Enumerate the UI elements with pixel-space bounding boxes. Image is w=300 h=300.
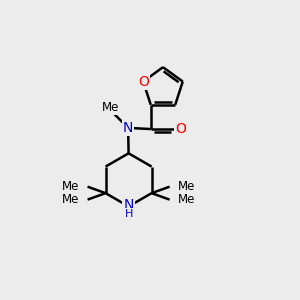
Text: O: O	[175, 122, 186, 136]
Text: O: O	[138, 75, 149, 88]
Text: Me: Me	[178, 180, 195, 193]
Text: Me: Me	[62, 193, 80, 206]
Text: H: H	[124, 209, 133, 219]
Text: N: N	[123, 121, 133, 135]
Text: N: N	[123, 198, 134, 212]
Text: Me: Me	[62, 180, 80, 193]
Text: Me: Me	[102, 100, 119, 114]
Text: Me: Me	[178, 193, 195, 206]
